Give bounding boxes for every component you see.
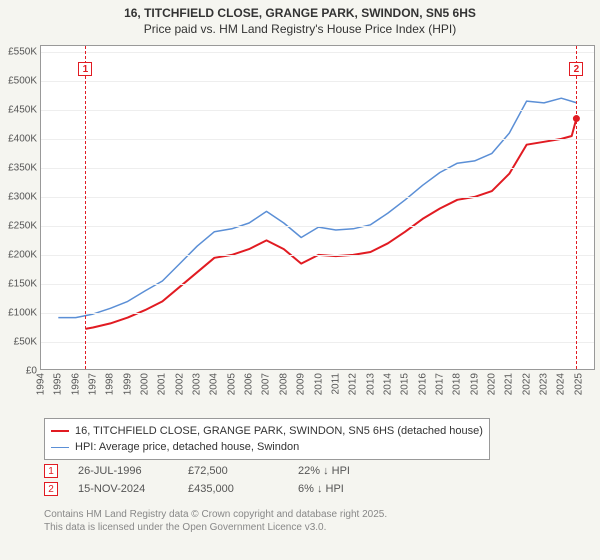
chart-container: 16, TITCHFIELD CLOSE, GRANGE PARK, SWIND… — [0, 0, 600, 560]
x-axis-label: 2000 — [140, 373, 151, 395]
legend-swatch — [51, 430, 69, 432]
transaction-delta: 22% ↓ HPI — [298, 465, 388, 477]
y-axis-label: £450K — [8, 104, 37, 115]
gridline — [41, 342, 594, 343]
legend: 16, TITCHFIELD CLOSE, GRANGE PARK, SWIND… — [44, 418, 490, 460]
transaction-table: 1 26-JUL-1996 £72,500 22% ↓ HPI 2 15-NOV-2024… — [44, 462, 388, 498]
y-axis-label: £50K — [14, 336, 37, 347]
gridline — [41, 197, 594, 198]
footer-line2: This data is licensed under the Open Gov… — [44, 521, 387, 534]
x-axis-label: 2017 — [434, 373, 445, 395]
x-axis-label: 2006 — [244, 373, 255, 395]
x-axis-label: 2023 — [538, 373, 549, 395]
gridline — [41, 110, 594, 111]
y-axis-label: £150K — [8, 278, 37, 289]
gridline — [41, 81, 594, 82]
transaction-row: 2 15-NOV-2024 £435,000 6% ↓ HPI — [44, 480, 388, 498]
gridline — [41, 255, 594, 256]
legend-swatch — [51, 447, 69, 448]
x-axis-label: 2016 — [417, 373, 428, 395]
x-axis-label: 2008 — [278, 373, 289, 395]
y-axis-label: £250K — [8, 220, 37, 231]
title-subtitle: Price paid vs. HM Land Registry's House … — [0, 22, 600, 36]
transaction-index-badge: 1 — [44, 464, 58, 478]
transaction-delta: 6% ↓ HPI — [298, 483, 388, 495]
attribution-footer: Contains HM Land Registry data © Crown c… — [44, 508, 387, 534]
gridline — [41, 168, 594, 169]
y-axis-label: £200K — [8, 249, 37, 260]
x-axis-label: 2024 — [556, 373, 567, 395]
chart-area: £0£50K£100K£150K£200K£250K£300K£350K£400… — [0, 40, 600, 410]
series-property — [85, 119, 576, 329]
gridline — [41, 52, 594, 53]
x-axis-label: 2003 — [192, 373, 203, 395]
x-axis-label: 1996 — [70, 373, 81, 395]
transaction-price: £435,000 — [188, 483, 278, 495]
y-axis-label: £300K — [8, 191, 37, 202]
gridline — [41, 226, 594, 227]
x-axis-label: 2022 — [521, 373, 532, 395]
y-axis-label: £500K — [8, 75, 37, 86]
event-marker-line — [576, 46, 577, 369]
x-axis-label: 2018 — [452, 373, 463, 395]
plot-area: £0£50K£100K£150K£200K£250K£300K£350K£400… — [40, 45, 595, 370]
line-chart-svg — [41, 46, 596, 371]
transaction-row: 1 26-JUL-1996 £72,500 22% ↓ HPI — [44, 462, 388, 480]
x-axis-label: 2020 — [486, 373, 497, 395]
title-address: 16, TITCHFIELD CLOSE, GRANGE PARK, SWIND… — [0, 6, 600, 20]
gridline — [41, 313, 594, 314]
legend-item: 16, TITCHFIELD CLOSE, GRANGE PARK, SWIND… — [51, 423, 483, 439]
x-axis-label: 2019 — [469, 373, 480, 395]
event-marker-badge: 2 — [569, 62, 583, 76]
legend-label: HPI: Average price, detached house, Swin… — [75, 441, 299, 453]
legend-label: 16, TITCHFIELD CLOSE, GRANGE PARK, SWIND… — [75, 425, 483, 437]
x-axis-label: 2025 — [573, 373, 584, 395]
y-axis-label: £400K — [8, 133, 37, 144]
x-axis-label: 2004 — [209, 373, 220, 395]
gridline — [41, 284, 594, 285]
x-axis-label: 2012 — [348, 373, 359, 395]
x-axis-label: 2013 — [365, 373, 376, 395]
x-axis-label: 1994 — [36, 373, 47, 395]
x-axis-label: 2011 — [330, 373, 341, 395]
x-axis-label: 2001 — [157, 373, 168, 395]
event-marker-badge: 1 — [78, 62, 92, 76]
x-axis-label: 1998 — [105, 373, 116, 395]
y-axis-label: £100K — [8, 307, 37, 318]
x-axis-label: 2015 — [400, 373, 411, 395]
x-axis-label: 2010 — [313, 373, 324, 395]
gridline — [41, 139, 594, 140]
x-axis-label: 1995 — [53, 373, 64, 395]
title-block: 16, TITCHFIELD CLOSE, GRANGE PARK, SWIND… — [0, 0, 600, 36]
y-axis-label: £550K — [8, 46, 37, 57]
x-axis-label: 1999 — [122, 373, 133, 395]
transaction-date: 15-NOV-2024 — [78, 483, 168, 495]
x-axis-label: 1997 — [88, 373, 99, 395]
transaction-index-badge: 2 — [44, 482, 58, 496]
x-axis-label: 2014 — [382, 373, 393, 395]
x-axis-label: 2009 — [296, 373, 307, 395]
transaction-date: 26-JUL-1996 — [78, 465, 168, 477]
x-axis-label: 2007 — [261, 373, 272, 395]
footer-line1: Contains HM Land Registry data © Crown c… — [44, 508, 387, 521]
y-axis-label: £350K — [8, 162, 37, 173]
event-marker-line — [85, 46, 86, 369]
x-axis-label: 2005 — [226, 373, 237, 395]
x-axis-label: 2021 — [504, 373, 515, 395]
x-axis-label: 2002 — [174, 373, 185, 395]
legend-item: HPI: Average price, detached house, Swin… — [51, 439, 483, 455]
transaction-price: £72,500 — [188, 465, 278, 477]
